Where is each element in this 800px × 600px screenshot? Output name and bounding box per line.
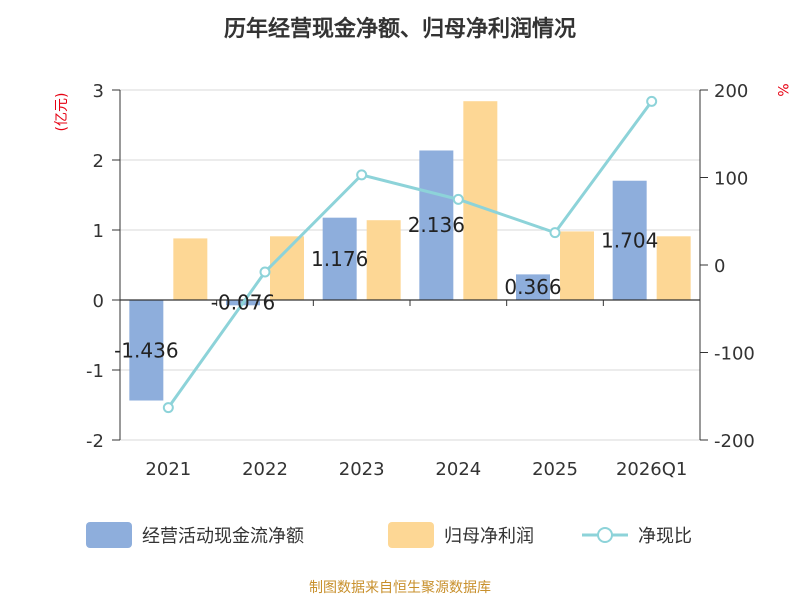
- left-tick-label: 3: [93, 81, 104, 102]
- ratio-point: [259, 266, 271, 278]
- axes: -2 -1 0 1 2 3 -200 -100 0 100 200 2021 2022 2023 2024 2…: [86, 81, 755, 480]
- ratio-line: [162, 95, 658, 414]
- x-tick-label: 2024: [435, 459, 481, 480]
- bar-net-profit: [173, 238, 208, 300]
- bar-value-label: -0.076: [211, 291, 275, 315]
- bar-operating-cash-flow: [322, 217, 357, 300]
- legend-label-ratio: 净现比: [638, 526, 692, 547]
- bar-value-label: 0.366: [504, 275, 561, 299]
- left-tick-label: -2: [86, 431, 104, 452]
- bar-operating-cash-flow: [516, 274, 550, 300]
- left-tick-label: 0: [93, 291, 104, 312]
- ratio-point: [452, 193, 464, 205]
- x-tick-label: 2023: [339, 459, 385, 480]
- bar-operating-cash-flow: [612, 180, 647, 300]
- legend-label-operating-cash-flow: 经营活动现金流净额: [142, 526, 304, 547]
- bar-net-profit: [463, 101, 498, 300]
- legend-marker-ratio: [597, 527, 613, 543]
- bar-value-label: 1.704: [601, 228, 658, 252]
- chart-title: 历年经营现金净额、归母净利润情况: [224, 16, 576, 42]
- ratio-point: [162, 402, 174, 414]
- legend-swatch-net-profit: [388, 522, 434, 548]
- x-tick-label: 2022: [242, 459, 288, 480]
- bar-value-label: -1.436: [114, 338, 178, 362]
- left-tick-label: 1: [93, 221, 104, 242]
- ratio-point: [549, 227, 561, 239]
- bar-net-profit: [270, 236, 304, 300]
- bar-net-profit: [560, 231, 594, 300]
- bar-labels: -1.436 -0.076 1.176 2.136 0.366 1.704: [114, 213, 658, 362]
- bar-net-profit: [366, 220, 401, 300]
- right-tick-label: 0: [714, 256, 725, 277]
- ratio-line-path: [167, 100, 653, 409]
- grid: [120, 89, 700, 441]
- bar-operating-cash-flow: [419, 150, 454, 300]
- x-tick-label: 2026Q1: [616, 459, 687, 480]
- left-axis-unit: (亿元): [54, 93, 70, 132]
- x-tick-label: 2021: [145, 459, 191, 480]
- left-tick-label: -1: [86, 361, 104, 382]
- legend-label-net-profit: 归母净利润: [444, 526, 534, 547]
- x-tick-label: 2025: [532, 459, 578, 480]
- left-tick-label: 2: [93, 151, 104, 172]
- bar-net-profit: [656, 236, 691, 300]
- right-tick-label: -200: [714, 431, 755, 452]
- legend-swatch-operating-cash-flow: [86, 522, 132, 548]
- right-tick-label: 100: [714, 169, 748, 190]
- right-tick-label: 200: [714, 81, 748, 102]
- ratio-point: [646, 95, 658, 107]
- bar-value-label: 2.136: [408, 213, 465, 237]
- ratio-point: [356, 169, 368, 181]
- right-axis-unit: %: [774, 83, 790, 96]
- source-note: 制图数据来自恒生聚源数据库: [309, 580, 491, 596]
- bar-operating-cash-flow: [129, 300, 164, 401]
- bar-value-label: 1.176: [311, 247, 368, 271]
- legend: 经营活动现金流净额 归母净利润 净现比: [86, 522, 692, 548]
- right-tick-label: -100: [714, 344, 755, 365]
